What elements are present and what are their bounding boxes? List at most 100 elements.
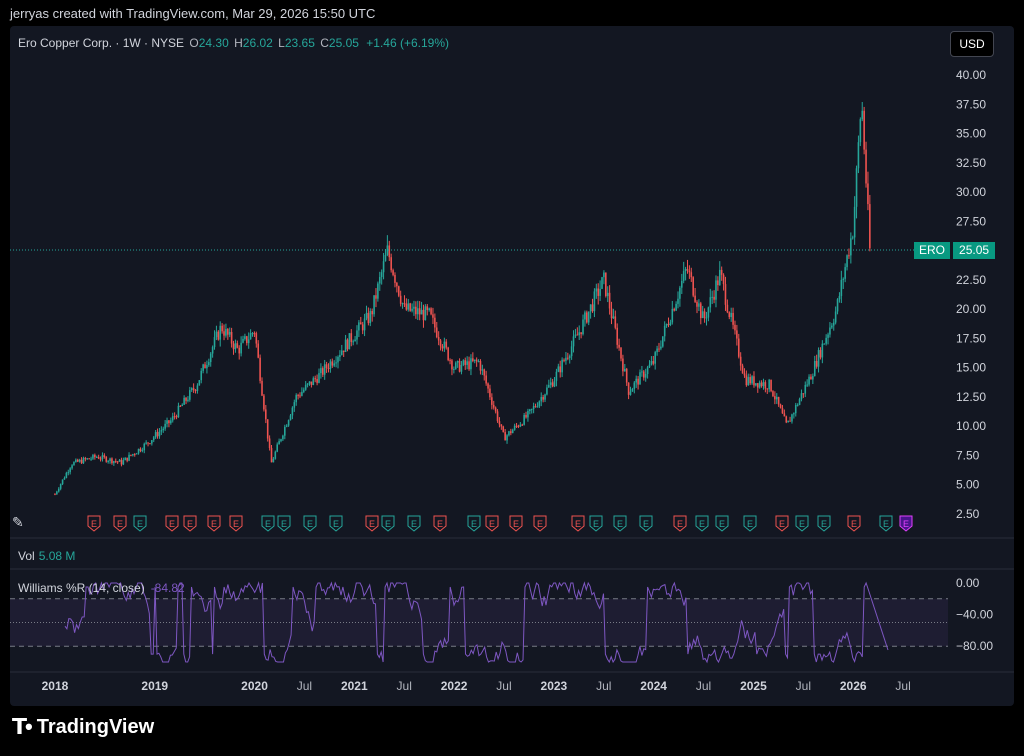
candle-body	[147, 442, 149, 444]
candle-body	[209, 353, 212, 363]
candle-body	[511, 429, 514, 434]
candle-body	[293, 402, 296, 408]
candle-body	[126, 457, 128, 461]
candle-body	[439, 340, 442, 347]
candle-body	[688, 270, 691, 273]
candle-body	[506, 435, 508, 441]
candle-body	[842, 278, 845, 280]
candle-body	[639, 372, 641, 385]
earnings-marker	[847, 515, 861, 532]
candle-body	[692, 277, 694, 296]
candle-body	[128, 454, 130, 461]
williams-label: Williams %R (14, close)	[18, 581, 145, 595]
candle-body	[456, 360, 459, 363]
low-key: L	[278, 36, 285, 50]
earnings-marker	[365, 515, 379, 532]
candle-body	[527, 411, 529, 418]
candle-body	[494, 407, 497, 412]
candle-body	[401, 303, 404, 305]
tradingview-logo[interactable]: 𝗧• TradingView	[12, 714, 154, 740]
candle-body	[787, 420, 789, 423]
candle-body	[851, 237, 854, 239]
candle-body	[532, 406, 535, 409]
candle-body	[513, 425, 516, 430]
earnings-marker-label: E	[211, 519, 217, 529]
candle-body	[487, 383, 489, 389]
candle-body	[589, 304, 592, 312]
candle-body	[519, 424, 522, 427]
candle-body	[430, 308, 432, 315]
candle-body	[59, 484, 62, 489]
candle-body	[109, 458, 111, 462]
candle-body	[491, 397, 493, 405]
earnings-marker	[485, 515, 499, 532]
candle-body	[143, 443, 146, 451]
candle-body	[185, 397, 187, 401]
candle-body	[772, 391, 774, 397]
candle-body	[99, 458, 102, 460]
candle-body	[646, 367, 649, 374]
candle-body	[352, 341, 354, 343]
x-tick-label: 2026	[840, 679, 867, 693]
candle-body	[458, 360, 461, 372]
candle-body	[472, 358, 474, 362]
candle-body	[530, 408, 533, 410]
currency-button[interactable]: USD	[950, 31, 994, 57]
candle-body	[568, 356, 571, 358]
candle-body	[179, 405, 182, 407]
candle-body	[310, 381, 313, 386]
candle-body	[287, 420, 290, 426]
pencil-icon[interactable]: ✎	[12, 514, 24, 530]
candle-body	[730, 312, 732, 318]
y-tick-label: 7.50	[956, 448, 980, 462]
candle-body	[177, 405, 180, 418]
candle-body	[274, 451, 277, 459]
candle-body	[291, 407, 294, 416]
candle-body	[378, 277, 381, 284]
candle-body	[367, 312, 370, 324]
candle-body	[356, 330, 358, 340]
candle-body	[821, 343, 824, 358]
earnings-marker	[743, 515, 757, 532]
candle-body	[198, 380, 201, 386]
candle-body	[756, 383, 759, 388]
candle-body	[392, 270, 394, 275]
earnings-marker-label: E	[747, 519, 753, 529]
candle-body	[234, 343, 237, 350]
chart-panel[interactable]: 40.0037.5035.0032.5030.0027.5025.0022.50…	[10, 26, 1014, 706]
candle-body	[749, 377, 751, 384]
earnings-marker	[695, 515, 709, 532]
candle-body	[422, 309, 425, 321]
candle-body	[306, 383, 309, 385]
candle-body	[715, 280, 717, 300]
candle-body	[133, 454, 136, 456]
candle-body	[819, 350, 822, 358]
candle-body	[582, 319, 584, 335]
candle-body	[181, 404, 184, 407]
earnings-marker	[899, 515, 913, 532]
earnings-marker-label: E	[233, 519, 239, 529]
candle-body	[701, 311, 704, 319]
candle-body	[663, 325, 666, 337]
candle-body	[555, 371, 558, 381]
candle-body	[149, 443, 151, 445]
price-tag: ERO 25.05	[914, 242, 996, 259]
candle-body	[162, 428, 165, 431]
x-tick-label: Jul	[297, 679, 312, 693]
candle-body	[225, 328, 227, 336]
candle-body	[660, 346, 662, 349]
earnings-marker	[229, 515, 243, 532]
price-tag-value: 25.05	[953, 242, 996, 259]
candle-body	[546, 387, 548, 395]
candle-body	[492, 404, 495, 408]
williams-y-tick: −80.00	[956, 639, 993, 653]
candle-body	[202, 364, 204, 371]
earnings-marker-label: E	[593, 519, 599, 529]
y-tick-label: 22.50	[956, 273, 986, 287]
candle-body	[793, 413, 795, 415]
candle-body	[65, 472, 68, 478]
candle-body	[397, 286, 400, 296]
chart-svg[interactable]: 40.0037.5035.0032.5030.0027.5025.0022.50…	[10, 26, 1014, 706]
candle-body	[863, 110, 865, 150]
